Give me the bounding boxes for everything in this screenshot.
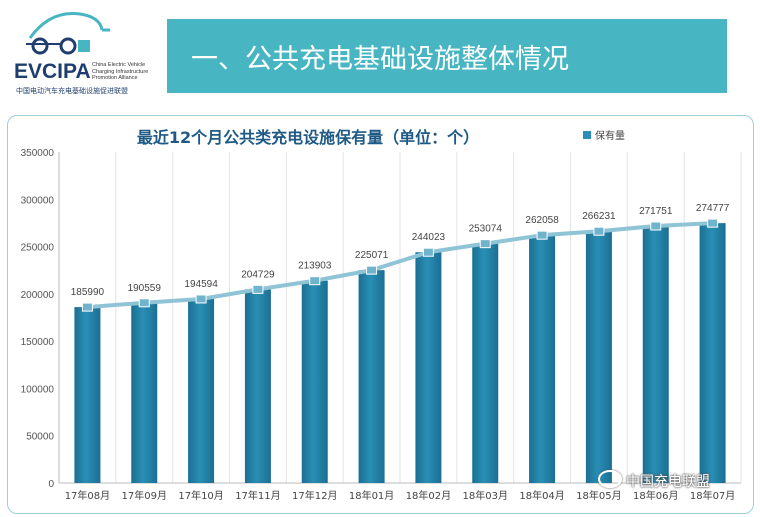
trend-marker [138,298,150,308]
data-label: 262058 [525,215,559,226]
page-title: 一、公共充电基础设施整体情况 [191,44,569,75]
data-label: 204729 [241,269,275,280]
trend-marker [536,230,548,240]
y-tick-label: 150000 [21,337,55,348]
trend-marker [195,294,207,304]
chart-title: 最近12个月公共类充电设施保有量（单位：个） [137,128,479,147]
x-tick-label: 17年08月 [65,489,110,502]
header-banner: 一、公共充电基础设施整体情况 [167,19,727,93]
data-label: 266231 [582,211,616,222]
data-label: 185990 [71,287,105,298]
x-tick-label: 17年09月 [122,489,167,502]
y-tick-label: 0 [48,479,54,490]
trend-marker [81,302,93,312]
y-tick-label: 200000 [21,290,55,301]
y-tick-label: 50000 [26,432,54,443]
y-tick-label: 300000 [21,195,55,206]
bar [642,226,669,483]
y-tick-label: 100000 [21,384,55,395]
chart-frame: 0 50000 100000 150000 200000 250000 300000 3500… [7,115,754,514]
logo-chinese-text: 中国电动汽车充电基础设施促进联盟 [16,87,128,95]
x-tick-label: 18年03月 [463,489,508,502]
trend-marker [479,239,491,249]
bar [585,231,612,483]
data-label: 253074 [469,224,503,235]
data-label: 194594 [184,279,218,290]
bar [131,302,158,483]
x-tick-label: 18年04月 [519,489,564,502]
bar [529,235,556,483]
trend-marker [707,218,719,228]
x-tick-label: 18年02月 [406,489,451,502]
data-label: 225071 [355,250,389,261]
data-label: 244023 [412,232,446,243]
bar [74,307,101,483]
ev-plug-logo-icon [26,12,110,55]
bar [244,289,271,483]
logo-english-line: Charging Infrastructure [92,68,149,75]
bar [472,243,499,483]
trend-marker [366,265,378,275]
trend-marker [252,284,264,294]
watermark: 中国充电联盟 [598,470,710,491]
y-tick-label: 350000 [21,148,55,159]
y-tick-label: 250000 [21,243,55,254]
bar [301,280,328,483]
x-tick-label: 17年12月 [292,489,337,502]
x-tick-label: 18年05月 [576,489,621,502]
data-label: 274777 [696,203,730,214]
data-label: 271751 [639,206,673,217]
evcipa-logo: EVCIPA China Electric Vehicle Charging I… [10,8,160,98]
x-tick-label: 17年10月 [178,489,223,502]
x-tick-label: 18年06月 [633,489,678,502]
trend-marker [593,226,605,236]
logo-english-line: China Electric Vehicle [92,62,146,68]
bar-chart: 0 50000 100000 150000 200000 250000 300000 3500… [21,128,742,502]
trend-marker [309,276,321,286]
bar [358,270,385,483]
logo-name: EVCIPA [14,60,91,83]
bar [188,298,215,483]
watermark-text: 中国充电联盟 [626,474,710,490]
trend-marker [650,221,662,231]
x-tick-label: 18年01月 [349,489,394,502]
wechat-icon [598,470,622,488]
data-label: 190559 [128,283,162,294]
legend-swatch [583,131,591,139]
legend-label: 保有量 [595,129,625,142]
bar [699,223,726,483]
x-tick-label: 18年07月 [690,489,735,502]
trend-marker [422,247,434,257]
logo-english-line: Promotion Alliance [92,75,138,81]
data-label: 213903 [298,261,332,272]
trend-line [87,221,713,310]
bar [415,252,442,483]
x-tick-label: 17年11月 [235,489,280,502]
logo-english-text: China Electric Vehicle Charging Infrastr… [92,62,162,82]
